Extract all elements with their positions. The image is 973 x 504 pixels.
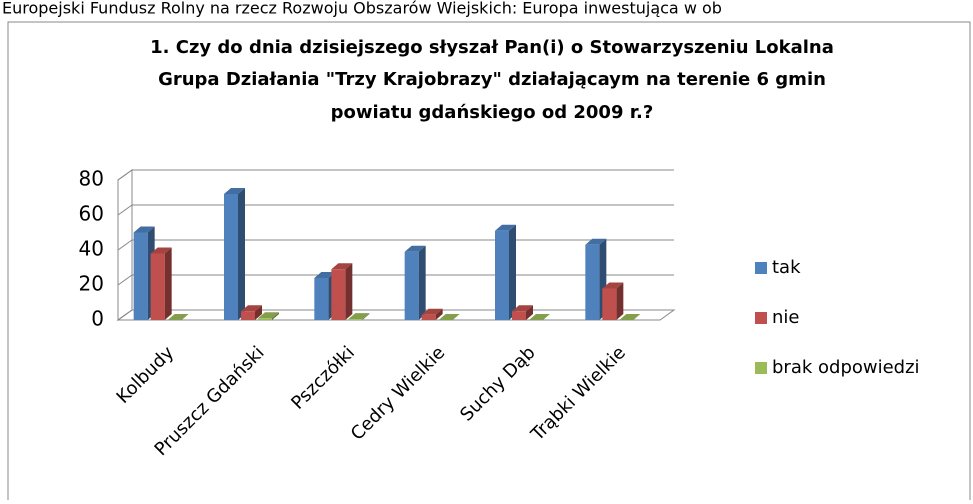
page-header: Europejski Fundusz Rolny na rzecz Rozwoj… (2, 0, 722, 18)
legend-label: nie (772, 307, 799, 328)
bar (150, 253, 165, 320)
y-tick-label: 0 (91, 307, 104, 331)
bar (241, 311, 255, 320)
y-tick-label: 20 (79, 272, 104, 296)
bar-side (616, 282, 624, 320)
bar-side (526, 305, 533, 320)
legend-label: brak odpowiedzi (772, 357, 920, 378)
bar (258, 318, 272, 320)
x-tick-label: Kolbudy (113, 342, 179, 408)
bar-side (345, 263, 353, 320)
x-tick-label: Suchy Dąb (456, 342, 539, 425)
grid-line (117, 309, 674, 321)
bar-top (133, 226, 155, 233)
bar-side (435, 308, 443, 320)
title-line: 1. Czy do dnia dzisiejszego słyszał Pan(… (150, 37, 834, 58)
y-tick-label: 40 (79, 237, 104, 261)
bar-top (404, 245, 426, 252)
grid-line (117, 274, 674, 286)
bar-top (314, 272, 336, 278)
bar (348, 319, 363, 320)
bar (133, 232, 148, 320)
x-tick-label: Pszczółki (287, 342, 359, 414)
y-tick-label: 60 (79, 202, 104, 226)
grid-line (117, 204, 674, 216)
title-line: powiatu gdańskiego od 2009 r.? (331, 102, 654, 123)
bar-top (258, 312, 279, 319)
bar-side (509, 224, 516, 320)
bar (224, 194, 238, 320)
legend-swatch (755, 312, 767, 324)
bar-top (421, 308, 443, 315)
grid-line (117, 169, 674, 181)
bar-top (495, 224, 516, 231)
bar (512, 311, 526, 320)
bar-top (619, 314, 641, 320)
bar-top (438, 314, 460, 320)
bar (314, 278, 329, 320)
title-line: Grupa Działania "Trzy Krajobrazy" działa… (158, 69, 826, 90)
bar-top (224, 188, 245, 194)
bar-side (255, 305, 262, 320)
x-tick-label: Cedry Wielkie (347, 342, 449, 444)
bar-side (272, 312, 279, 320)
x-tick-label: Trąbki Wielkie (526, 342, 629, 445)
bar-side (418, 245, 426, 320)
bar-top (241, 305, 262, 312)
bar (495, 230, 509, 320)
y-tick-label: 80 (79, 167, 104, 191)
chart-title: 1. Czy do dnia dzisiejszego słyszał Pan(… (150, 37, 834, 123)
bar-top (602, 282, 624, 289)
bar-side (238, 188, 245, 320)
bar (404, 251, 419, 320)
bar (421, 314, 436, 320)
bar-top (150, 247, 172, 254)
bar (585, 244, 600, 320)
bar-top (348, 313, 370, 320)
legend-swatch (755, 362, 767, 374)
grid-line (117, 239, 674, 251)
bar-top (529, 314, 550, 320)
bar-top (167, 314, 189, 320)
legend-label: tak (772, 257, 801, 278)
bar (331, 269, 346, 320)
bar-top (331, 263, 353, 270)
bar-side (362, 313, 370, 320)
bar-top (512, 305, 533, 312)
chart-frame (7, 21, 971, 504)
bar-top (585, 238, 607, 245)
bar (602, 288, 617, 320)
legend-swatch (755, 262, 767, 274)
bar-side (164, 247, 172, 320)
